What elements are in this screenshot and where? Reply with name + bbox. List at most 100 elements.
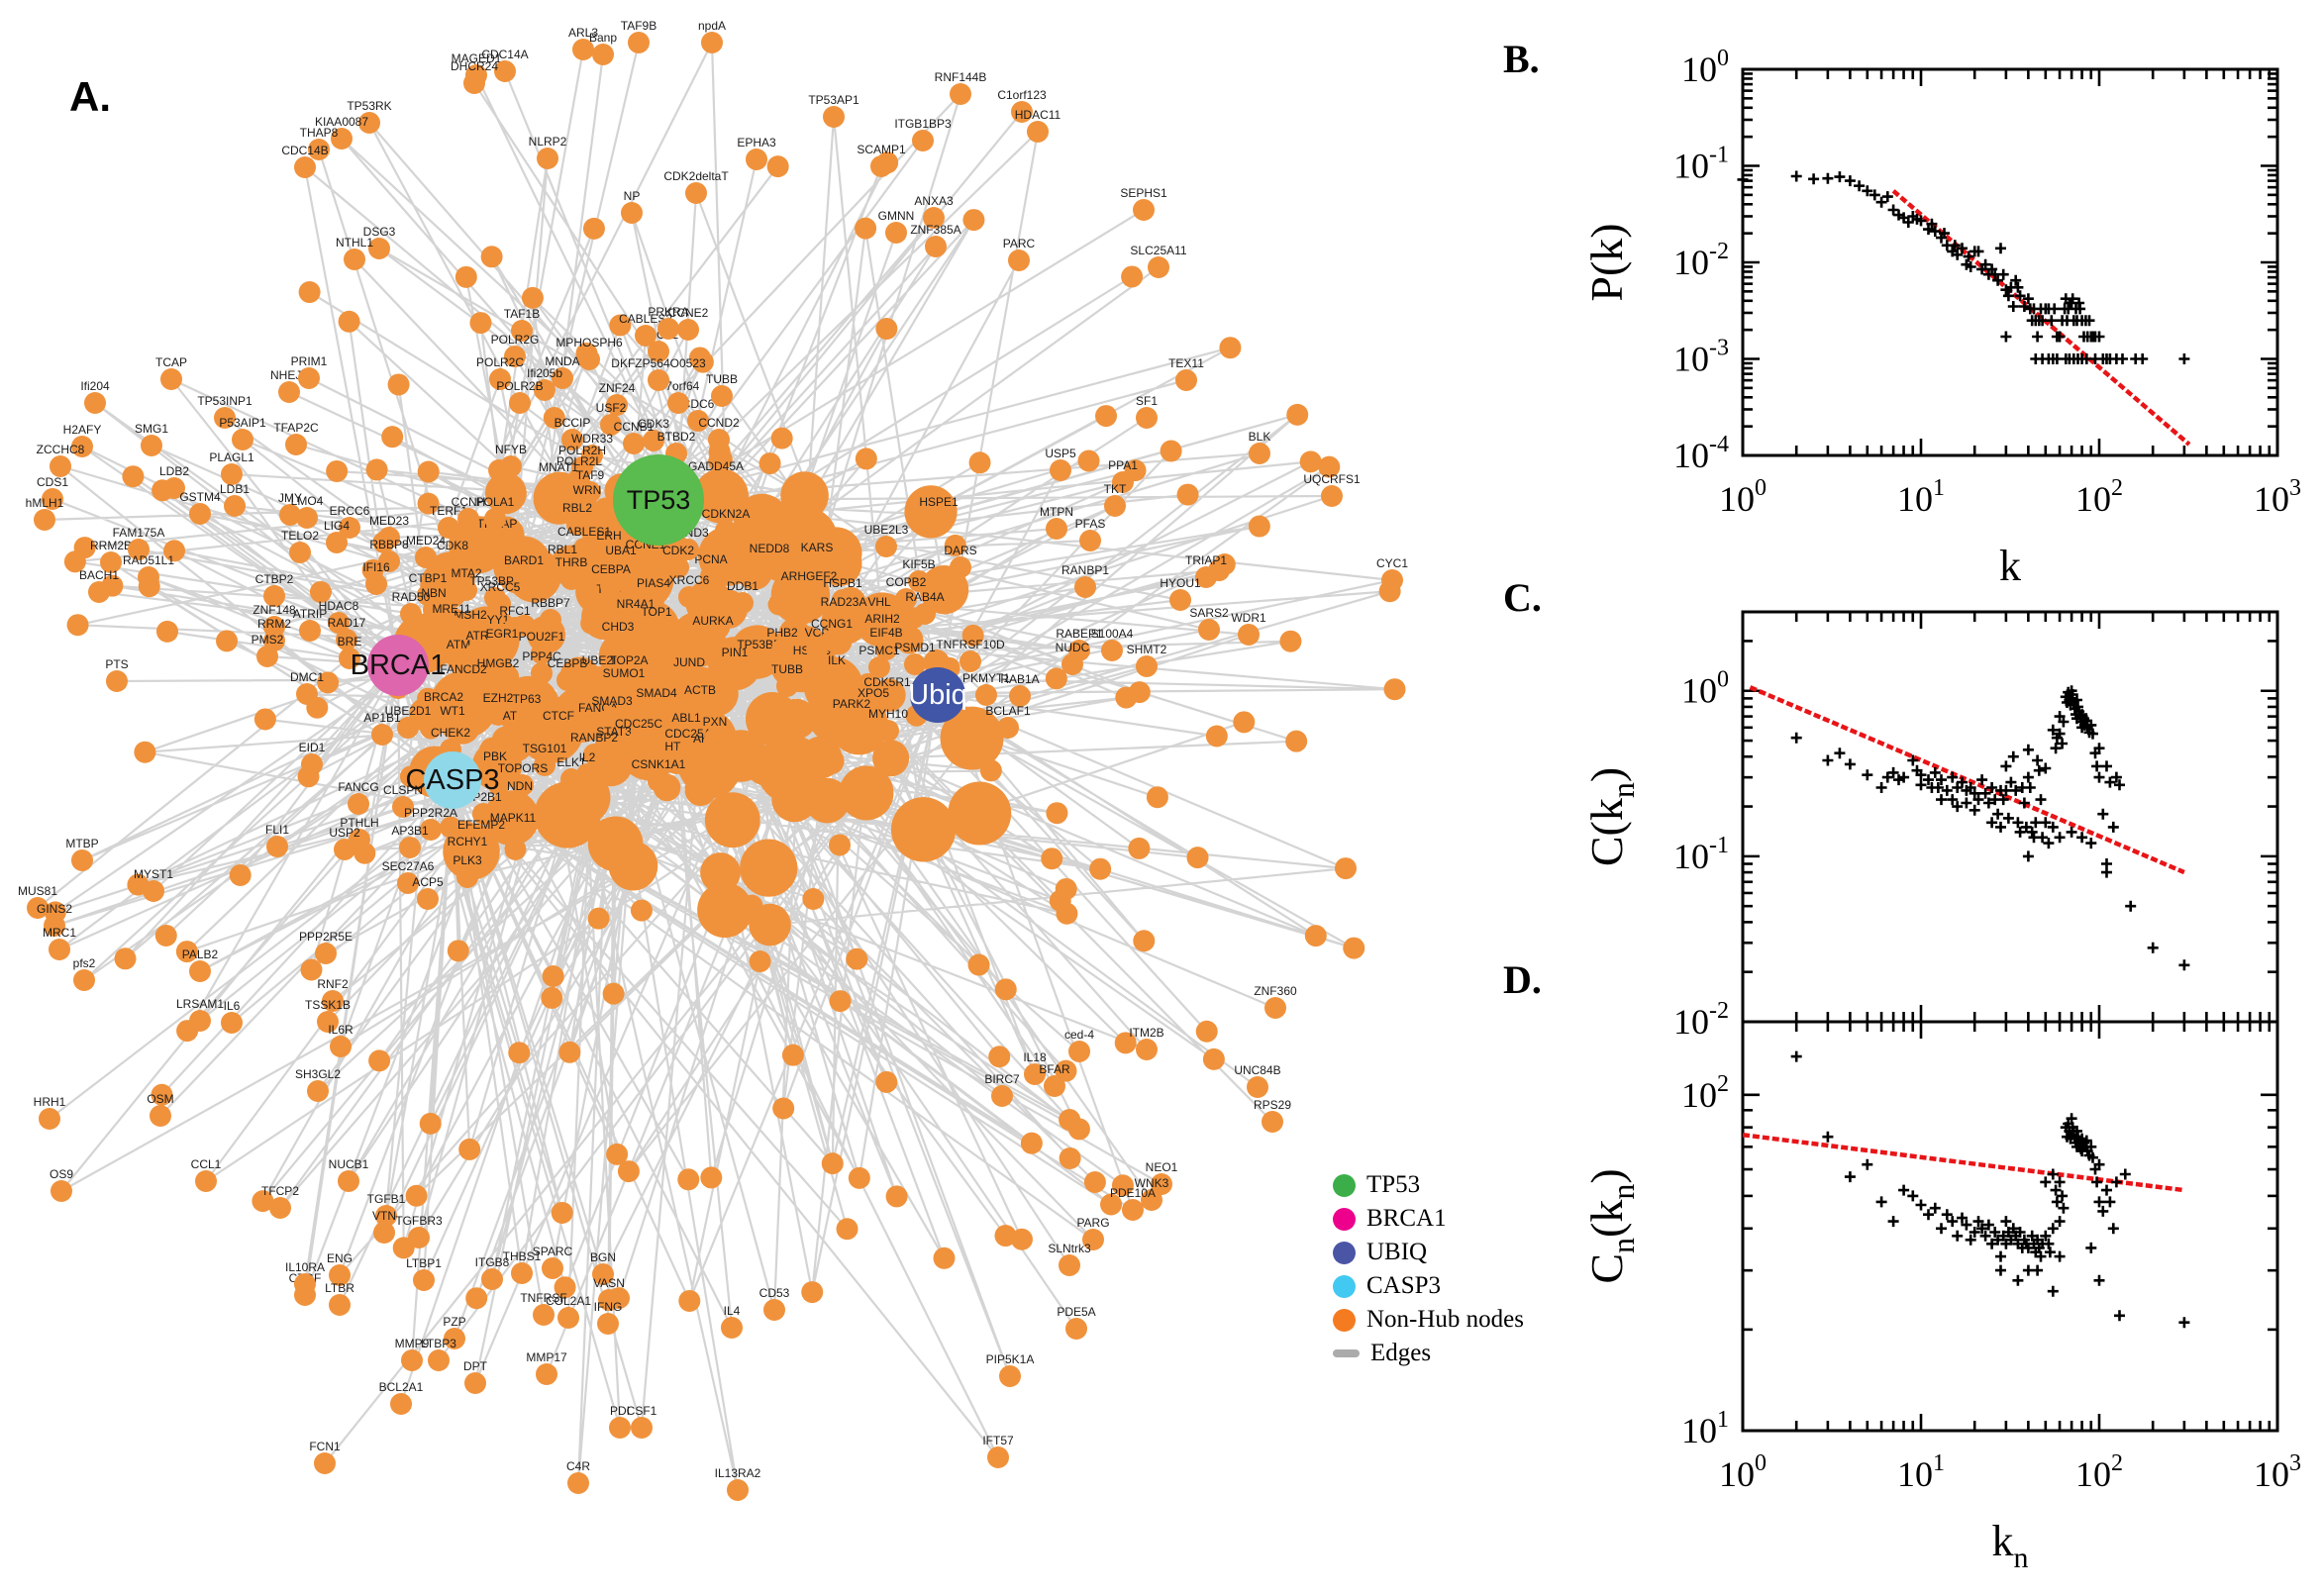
network-node xyxy=(1160,440,1182,462)
network-node-label: RAD23A xyxy=(821,595,867,609)
network-node-label: RRM2 xyxy=(257,617,291,631)
network-node xyxy=(100,551,122,573)
network-node xyxy=(914,603,936,625)
panel-label-a: A. xyxy=(69,73,111,120)
network-node xyxy=(470,831,492,852)
network-node xyxy=(598,1289,620,1311)
network-node-label: CDS1 xyxy=(37,475,68,489)
network-node-label: FCN1 xyxy=(309,1440,341,1453)
network-node xyxy=(870,155,892,177)
network-node xyxy=(371,724,393,746)
network-node xyxy=(447,940,469,962)
network-node-label: IFT57 xyxy=(982,1434,1014,1447)
network-node xyxy=(1175,369,1197,391)
network-node-label: ABL1 xyxy=(671,711,701,725)
network-node xyxy=(701,32,723,53)
hub-label-CASP3: CASP3 xyxy=(405,764,499,796)
network-node-label: MYST1 xyxy=(134,867,173,881)
network-node xyxy=(836,1218,858,1241)
network-node xyxy=(928,508,950,530)
network-node xyxy=(368,238,390,259)
network-node-label: THRB xyxy=(556,555,588,569)
network-node-label: GADD45A xyxy=(688,459,744,473)
network-node xyxy=(1074,576,1096,598)
network-node-label: COPB2 xyxy=(886,575,927,589)
legend-item-casp3: CASP3 xyxy=(1333,1269,1524,1303)
network-node-label: JMY xyxy=(278,491,302,505)
network-node xyxy=(885,1185,908,1208)
network-node xyxy=(344,249,365,270)
network-node-label: MPHOSPH6 xyxy=(556,336,623,349)
network-node-label: EPHA3 xyxy=(737,136,776,150)
network-node xyxy=(724,658,746,680)
network-node-label: DHCR24 xyxy=(451,59,498,73)
network-node-label: WT1 xyxy=(440,704,465,718)
network-node-label: TGFB1 xyxy=(367,1192,406,1206)
network-node-label: MTA2 xyxy=(451,566,481,580)
legend-item-ubiq: UBIQ xyxy=(1333,1236,1524,1269)
network-node xyxy=(691,350,714,373)
network-node xyxy=(1059,1109,1081,1132)
network-node-label: H2AFY xyxy=(63,423,102,437)
network-node-label: BCLAF1 xyxy=(985,704,1031,718)
network-node-label: BFAR xyxy=(1039,1062,1070,1076)
network-node-label: MMP17 xyxy=(526,1350,567,1364)
network-node-label: HYOU1 xyxy=(1160,576,1201,590)
network-node xyxy=(27,897,49,919)
network-node xyxy=(339,517,360,539)
legend-label: UBIQ xyxy=(1366,1239,1428,1265)
network-node-label: HSPB1 xyxy=(823,576,862,590)
network-node-label: TAF1B xyxy=(504,307,540,321)
network-node xyxy=(1104,495,1126,517)
tick-label: 10-2 xyxy=(1673,239,1729,282)
network-node xyxy=(806,553,828,575)
network-node xyxy=(994,1225,1017,1247)
network-node-label: PZP xyxy=(443,1315,465,1329)
legend-item-edges: Edges xyxy=(1333,1337,1524,1370)
tick-label: 100 xyxy=(1719,475,1767,519)
network-node-label: CLSPN xyxy=(383,783,423,797)
network-node-label: TGFBR3 xyxy=(395,1214,443,1228)
network-node-label: AURKA xyxy=(692,614,733,628)
network-node xyxy=(322,990,344,1012)
network-node-label: NEO1 xyxy=(1146,1160,1178,1174)
network-node-label: ENG xyxy=(327,1251,353,1265)
network-node xyxy=(502,824,524,846)
network-node-label: DKFZP564O0523 xyxy=(611,356,706,370)
network-node-label: BGN xyxy=(590,1250,616,1264)
network-node-label: PSMD1 xyxy=(894,641,936,654)
network-node-label: NLRP2 xyxy=(529,135,567,149)
network-node xyxy=(71,849,93,871)
network-node xyxy=(334,839,355,860)
network-node xyxy=(919,565,969,615)
network-node xyxy=(826,666,848,688)
network-node xyxy=(548,722,569,744)
node-legend-icon xyxy=(1333,1274,1356,1298)
network-node xyxy=(677,539,699,560)
network-node xyxy=(551,1201,573,1224)
tick-label: 101 xyxy=(1681,1407,1729,1450)
network-node xyxy=(582,217,605,240)
network-node-label: IL4 xyxy=(724,1304,741,1318)
network-node-label: SMG1 xyxy=(135,422,168,436)
network-node-label: pfs2 xyxy=(73,956,96,970)
network-node xyxy=(661,623,704,666)
network-node xyxy=(339,648,360,669)
network-node xyxy=(1095,405,1118,428)
network-node xyxy=(1381,569,1403,591)
network-node xyxy=(537,148,558,169)
network-node xyxy=(602,982,625,1005)
network-node-label: TFAP2C xyxy=(273,421,319,435)
network-node-label: TNFRSF xyxy=(520,1291,566,1305)
network-node xyxy=(378,550,400,572)
network-node xyxy=(1285,730,1308,752)
network-node xyxy=(700,565,722,587)
network-node xyxy=(338,1170,359,1192)
network-node-label: SEPHS1 xyxy=(1120,186,1167,200)
network-node xyxy=(296,507,318,529)
network-node-label: THBS1 xyxy=(503,1249,542,1263)
network-node xyxy=(484,508,506,530)
network-node-label: MNDA xyxy=(545,354,579,368)
network-node xyxy=(1121,265,1144,288)
